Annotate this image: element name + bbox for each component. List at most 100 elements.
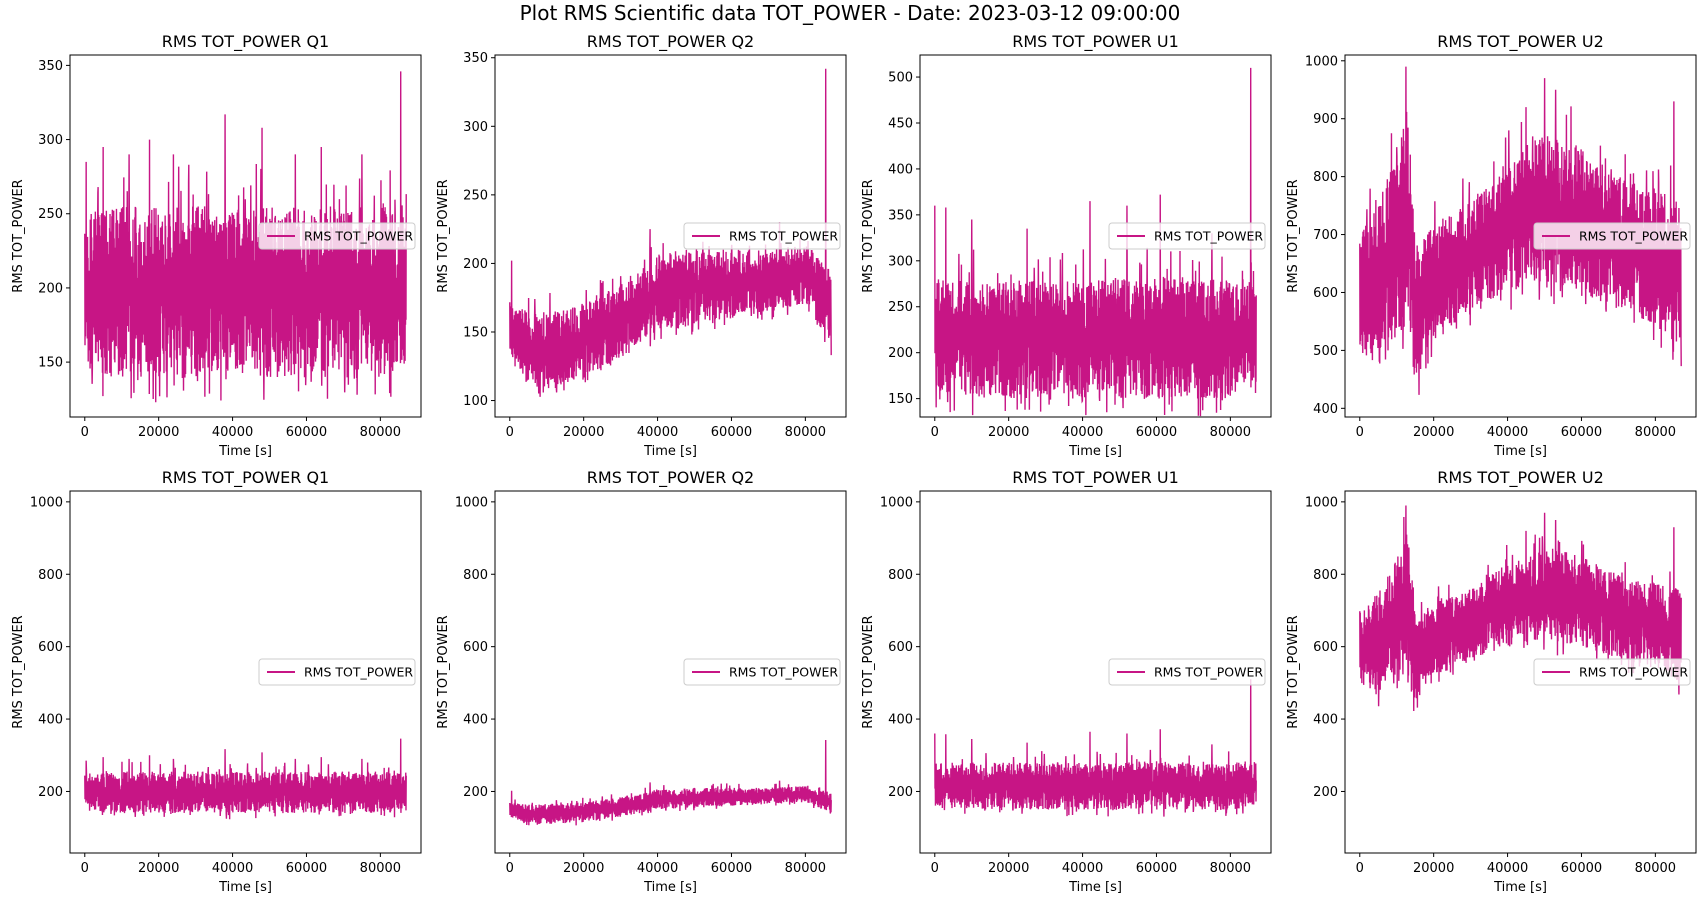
x-tick-label: 40000 xyxy=(1487,425,1528,440)
y-tick-label: 500 xyxy=(888,71,913,86)
x-tick-label: 20000 xyxy=(1413,861,1454,876)
subplot-4: 0 20000 40000 60000 80000 400 500 600 700 800 900 1… xyxy=(1286,32,1697,459)
y-axis-label: RMS TOT_POWER xyxy=(861,615,876,728)
legend-box xyxy=(1533,222,1691,250)
x-tick-label: 80000 xyxy=(360,425,401,440)
y-tick-label: 200 xyxy=(38,785,63,800)
x-tick-label: 20000 xyxy=(138,425,179,440)
x-tick-label: 40000 xyxy=(1062,425,1103,440)
x-axis-label: Time [s] xyxy=(1493,880,1547,895)
y-tick-label: 350 xyxy=(888,208,913,223)
x-tick-label: 20000 xyxy=(988,861,1029,876)
x-axis-label: Time [s] xyxy=(1493,444,1547,459)
x-tick-label: 60000 xyxy=(286,425,327,440)
legend-label: RMS TOT_POWER xyxy=(304,229,413,244)
y-tick-label: 800 xyxy=(888,568,913,583)
figure-suptitle: Plot RMS Scientific data TOT_POWER - Dat… xyxy=(519,1,1181,25)
x-tick-label: 40000 xyxy=(1062,861,1103,876)
y-tick-label: 450 xyxy=(888,116,913,131)
subplot-title: RMS TOT_POWER U2 xyxy=(1437,32,1604,52)
subplot-title: RMS TOT_POWER Q1 xyxy=(162,468,329,488)
x-tick-label: 60000 xyxy=(286,861,327,876)
x-tick-label: 60000 xyxy=(1136,861,1177,876)
series-line-6 xyxy=(509,740,832,826)
y-tick-label: 250 xyxy=(38,207,63,222)
legend-label: RMS TOT_POWER xyxy=(1154,665,1263,680)
legend-label: RMS TOT_POWER xyxy=(304,665,413,680)
x-tick-label: 80000 xyxy=(1210,861,1251,876)
x-tick-label: 80000 xyxy=(1635,861,1676,876)
y-tick-label: 1000 xyxy=(1305,495,1338,510)
x-tick-label: 0 xyxy=(81,861,89,876)
y-tick-label: 1000 xyxy=(455,495,488,510)
y-tick-label: 200 xyxy=(463,785,488,800)
y-tick-label: 400 xyxy=(888,162,913,177)
x-tick-label: 40000 xyxy=(212,425,253,440)
subplot-title: RMS TOT_POWER U1 xyxy=(1012,468,1179,488)
y-tick-label: 150 xyxy=(463,325,488,340)
x-tick-label: 60000 xyxy=(711,425,752,440)
y-tick-label: 250 xyxy=(463,188,488,203)
legend-label: RMS TOT_POWER xyxy=(729,229,838,244)
y-tick-label: 800 xyxy=(1313,568,1338,583)
y-tick-label: 400 xyxy=(38,713,63,728)
y-tick-label: 400 xyxy=(463,713,488,728)
subplot-5: 0 20000 40000 60000 80000 200 400 600 800 1000 RMS… xyxy=(11,468,422,895)
legend: RMS TOT_POWER xyxy=(1108,658,1266,686)
y-tick-label: 200 xyxy=(463,257,488,272)
legend-box xyxy=(258,658,416,686)
subplot-7: 0 20000 40000 60000 80000 200 400 600 800 1000 RMS… xyxy=(861,468,1272,895)
subplot-3: 0 20000 40000 60000 80000 150 200 250 300 350 400 4… xyxy=(861,32,1272,459)
x-tick-label: 40000 xyxy=(212,861,253,876)
legend-box xyxy=(683,222,841,250)
x-tick-label: 80000 xyxy=(785,425,826,440)
x-tick-label: 60000 xyxy=(711,861,752,876)
x-axis-label: Time [s] xyxy=(643,880,697,895)
y-tick-label: 800 xyxy=(463,568,488,583)
legend: RMS TOT_POWER xyxy=(1533,222,1691,250)
x-axis-label: Time [s] xyxy=(643,444,697,459)
legend-box xyxy=(1533,658,1691,686)
series-line-7 xyxy=(934,679,1257,817)
y-tick-label: 500 xyxy=(1313,344,1338,359)
legend-box xyxy=(258,222,416,250)
y-tick-label: 150 xyxy=(888,392,913,407)
series-line-1 xyxy=(84,71,407,403)
y-axis-label: RMS TOT_POWER xyxy=(1286,615,1301,728)
x-tick-label: 0 xyxy=(81,425,89,440)
x-tick-label: 20000 xyxy=(1413,425,1454,440)
y-tick-label: 1000 xyxy=(1305,54,1338,69)
x-tick-label: 60000 xyxy=(1561,425,1602,440)
y-tick-label: 200 xyxy=(888,346,913,361)
y-tick-label: 250 xyxy=(888,300,913,315)
x-tick-label: 0 xyxy=(931,861,939,876)
legend-box xyxy=(1108,658,1266,686)
x-axis-label: Time [s] xyxy=(1068,444,1122,459)
x-axis-label: Time [s] xyxy=(218,444,272,459)
subplot-8: 0 20000 40000 60000 80000 200 400 600 800 1000 RMS… xyxy=(1286,468,1697,895)
axes-frame xyxy=(1344,54,1697,418)
subplot-title: RMS TOT_POWER Q2 xyxy=(587,468,754,488)
x-tick-label: 20000 xyxy=(563,425,604,440)
y-tick-label: 1000 xyxy=(880,495,913,510)
y-axis-label: RMS TOT_POWER xyxy=(861,179,876,292)
x-tick-label: 40000 xyxy=(1487,861,1528,876)
y-axis-label: RMS TOT_POWER xyxy=(436,179,451,292)
x-tick-label: 80000 xyxy=(1635,425,1676,440)
y-tick-label: 300 xyxy=(463,120,488,135)
x-tick-label: 20000 xyxy=(988,425,1029,440)
y-tick-label: 800 xyxy=(1313,170,1338,185)
x-tick-label: 40000 xyxy=(637,861,678,876)
legend-box xyxy=(1108,222,1266,250)
y-tick-label: 400 xyxy=(1313,402,1338,417)
y-tick-label: 200 xyxy=(1313,785,1338,800)
x-tick-label: 60000 xyxy=(1561,861,1602,876)
axes-frame xyxy=(1344,490,1697,854)
axes-frame xyxy=(69,54,422,418)
y-tick-label: 600 xyxy=(1313,286,1338,301)
y-tick-label: 350 xyxy=(38,59,63,74)
x-tick-label: 0 xyxy=(1356,861,1364,876)
x-axis-label: Time [s] xyxy=(1068,880,1122,895)
